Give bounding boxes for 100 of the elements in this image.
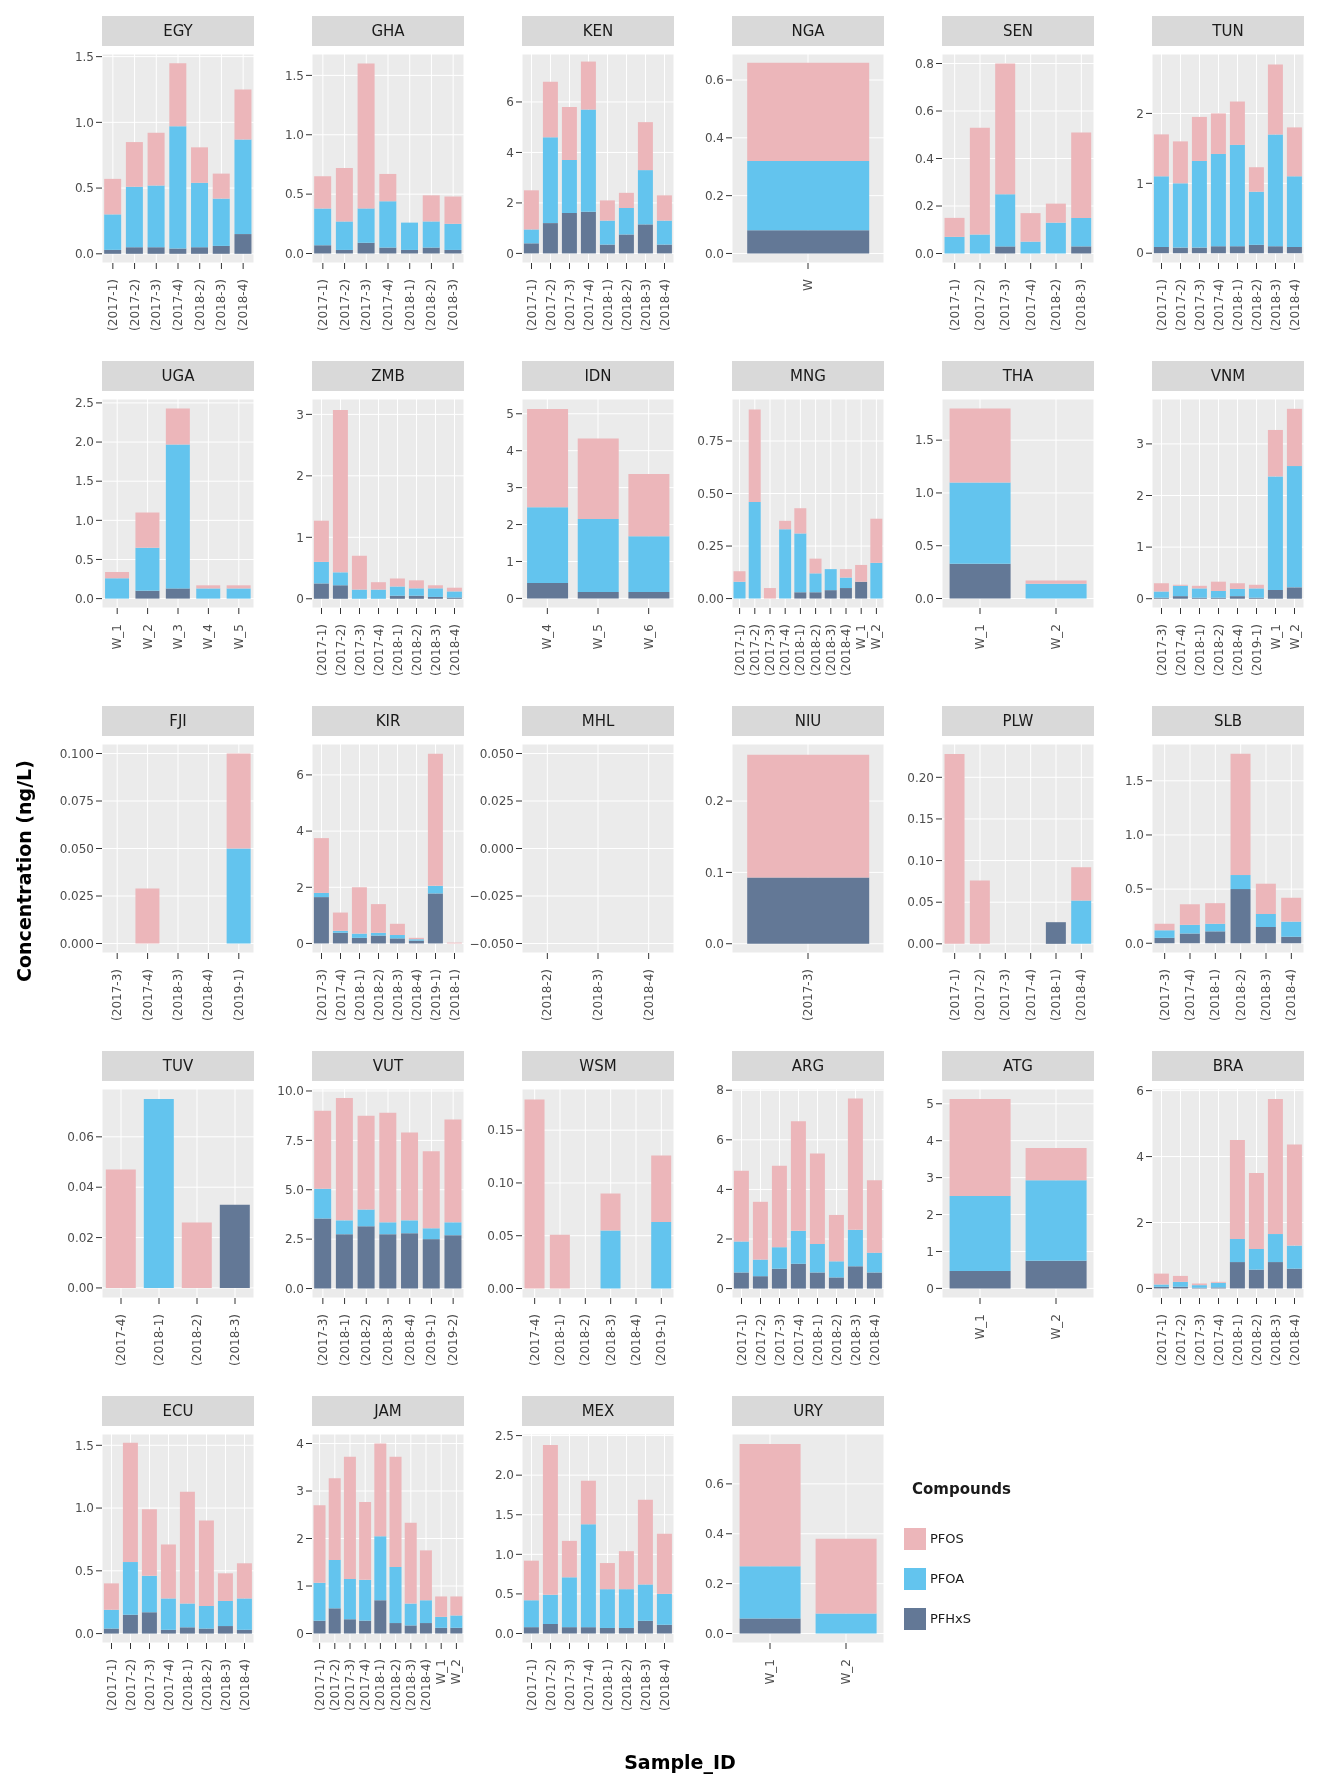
x-tick-label: (2017-3)	[359, 279, 374, 331]
chart-title: ECU	[102, 1396, 254, 1426]
chart-title: PLW	[942, 706, 1094, 736]
x-tick-label: (2018-3)	[603, 1314, 618, 1366]
x-tick-label: (2018-4)	[839, 624, 853, 676]
y-tick-label: 7.5	[284, 1133, 304, 1148]
chart-title: UGA	[102, 361, 254, 391]
y-tick-label: 2.5	[284, 1232, 304, 1247]
y-tick-label: 2.5	[74, 396, 94, 411]
y-tick-label: 6	[506, 95, 514, 110]
x-tick-label: (2018-4)	[409, 969, 424, 1021]
x-tick-label: (2017-4)	[527, 1314, 542, 1366]
x-tick-label: (2018-1)	[447, 969, 462, 1021]
x-tick-label: W_4	[540, 624, 555, 650]
x-tick-label: W_1	[434, 1659, 449, 1685]
y-tick-label: 4	[296, 1436, 304, 1451]
x-tick-label: (2017-3)	[772, 1314, 787, 1366]
y-tick-label: 1.5	[914, 433, 934, 448]
x-tick-label: (2017-4)	[791, 1314, 806, 1366]
y-tick-label: 1.0	[284, 128, 304, 143]
x-tick-label: (2018-4)	[419, 1659, 433, 1711]
y-tick-label: 0.0	[1124, 936, 1144, 951]
x-tick-label: (2018-3)	[218, 1659, 233, 1711]
y-tick-label: 0.5	[74, 1564, 94, 1579]
x-tick-label: (2019-1)	[1249, 624, 1264, 676]
chart-title: MEX	[522, 1396, 674, 1426]
y-tick-label: 0.4	[704, 131, 724, 146]
y-tick-label: 5	[926, 1097, 934, 1112]
x-tick-label: (2019-1)	[654, 1314, 669, 1366]
x-tick-label: (2017-2)	[973, 279, 987, 331]
x-tick-label: (2018-1)	[152, 1314, 166, 1366]
x-tick-label: (2017-3)	[1154, 624, 1169, 676]
x-tick-label: W_1	[973, 1314, 987, 1340]
y-tick-label: 0.050	[479, 746, 514, 761]
legend-label: PFHxS	[930, 1610, 972, 1626]
x-tick-label: (2017-1)	[734, 1314, 749, 1366]
x-tick-label: (2017-4)	[358, 1659, 373, 1711]
y-tick-label: 1.0	[74, 513, 94, 528]
y-tick-label: 0.0	[704, 246, 724, 261]
y-tick-label: 0.6	[914, 104, 934, 119]
x-tick-label: (2018-1)	[1049, 969, 1063, 1021]
legend-title: Compounds	[912, 1480, 1012, 1498]
y-tick-label: 0.1	[704, 865, 724, 880]
x-tick-label: (2017-4)	[1023, 969, 1038, 1021]
y-tick-label: 0	[506, 246, 514, 261]
y-tick-label: 4	[716, 1182, 724, 1197]
y-tick-label: 2	[926, 1207, 934, 1222]
y-tick-label: 0.04	[67, 1180, 94, 1195]
x-tick-label: (2017-2)	[327, 1659, 342, 1711]
x-tick-label: (2018-2)	[578, 1314, 593, 1366]
y-tick-label: 0	[1136, 1281, 1144, 1296]
y-tick-label: 2	[1136, 488, 1144, 503]
x-tick-label: (2018-1)	[600, 279, 615, 331]
x-tick-label: (2017-4)	[114, 1314, 128, 1366]
x-tick-label: (2017-2)	[333, 624, 348, 676]
x-tick-label: (2017-2)	[747, 624, 762, 676]
x-tick-label: (2017-1)	[524, 1659, 539, 1711]
x-tick-label: (2018-1)	[1208, 969, 1223, 1021]
y-tick-label: 3	[506, 480, 514, 495]
y-tick-label: 0.5	[494, 1587, 514, 1602]
y-tick-label: 3	[926, 1170, 934, 1185]
x-tick-label: (2018-3)	[214, 279, 229, 331]
x-tick-label: (2017-3)	[801, 969, 815, 1021]
x-tick-label: W_2	[1049, 624, 1063, 650]
x-tick-label: (2018-3)	[848, 1314, 863, 1366]
x-tick-label: (2017-4)	[371, 624, 386, 676]
y-tick-label: 0	[926, 1281, 934, 1296]
x-tick-label: (2018-2)	[409, 624, 424, 676]
y-tick-label: 0.02	[67, 1230, 94, 1245]
x-tick-label: (2018-3)	[591, 969, 605, 1021]
x-tick-label: (2018-4)	[201, 969, 216, 1021]
y-tick-label: 2	[506, 196, 514, 211]
chart-title: VUT	[312, 1051, 464, 1081]
y-tick-label: 2.0	[494, 1468, 514, 1483]
y-tick-label: 0.5	[284, 187, 304, 202]
y-tick-label: 0.075	[59, 794, 94, 809]
x-tick-label: (2018-3)	[1074, 279, 1089, 331]
x-tick-label: (2018-2)	[829, 1314, 844, 1366]
x-tick-label: (2017-1)	[1154, 279, 1169, 331]
x-tick-label: (2017-4)	[581, 279, 596, 331]
x-tick-label: (2017-4)	[1183, 969, 1197, 1021]
x-tick-label: (2017-1)	[104, 1659, 119, 1711]
x-tick-label: (2018-3)	[390, 969, 405, 1021]
y-tick-label: 4	[506, 145, 514, 160]
x-tick-label: (2018-2)	[619, 279, 634, 331]
x-tick-label: (2017-4)	[778, 624, 793, 676]
y-tick-label: 1.5	[74, 474, 94, 489]
x-tick-label: (2019-1)	[424, 1314, 439, 1366]
x-tick-label: (2018-4)	[657, 279, 672, 331]
x-tick-label: (2018-4)	[641, 969, 656, 1021]
y-tick-label: 1.5	[1124, 774, 1144, 789]
x-tick-label: (2018-4)	[402, 1314, 417, 1366]
y-tick-label: 6	[1136, 1083, 1144, 1098]
y-tick-label: 5.0	[284, 1183, 304, 1198]
y-tick-label: 0.025	[479, 794, 514, 809]
legend-label: PFOS	[930, 1530, 964, 1546]
x-tick-label: (2017-3)	[1192, 1314, 1207, 1366]
chart-title: BRA	[1152, 1051, 1304, 1081]
x-tick-label: (2018-1)	[180, 1659, 195, 1711]
chart-title: NGA	[732, 16, 884, 46]
